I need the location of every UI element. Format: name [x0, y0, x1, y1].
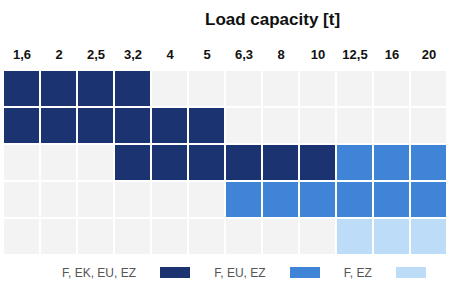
html-text:F, EZ: F, EZ: [343, 265, 372, 280]
html-text:F, EK, EU, EZ: F, EK, EU, EZ: [62, 265, 136, 280]
svg-text:2: 2: [55, 47, 62, 62]
svg-text:10: 10: [311, 47, 325, 62]
svg-text:1,6: 1,6: [13, 47, 31, 62]
svg-text:16: 16: [385, 47, 399, 62]
svg-text:2,5: 2,5: [87, 47, 105, 62]
svg-text:8: 8: [277, 47, 284, 62]
svg-text:3,2: 3,2: [124, 47, 142, 62]
svg-text:5: 5: [203, 47, 210, 62]
html-text:F, EU, EZ: F, EU, EZ: [214, 265, 266, 280]
html-text:Load capacity [t]: Load capacity [t]: [205, 10, 341, 29]
svg-text:4: 4: [166, 47, 174, 62]
svg-text:12,5: 12,5: [342, 47, 367, 62]
svg-text:20: 20: [422, 47, 436, 62]
svg-text:6,3: 6,3: [235, 47, 253, 62]
